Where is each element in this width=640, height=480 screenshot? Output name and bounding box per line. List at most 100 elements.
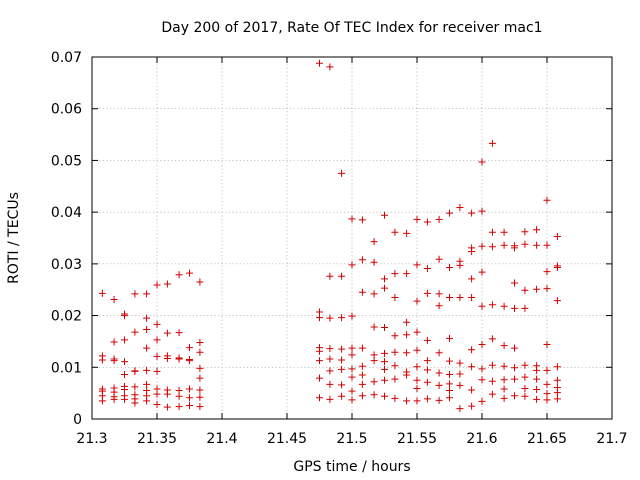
data-point <box>121 312 128 320</box>
data-point <box>413 328 421 336</box>
data-point <box>370 391 378 399</box>
data-point <box>316 394 323 402</box>
data-point <box>370 290 378 298</box>
data-point <box>348 215 356 223</box>
data-point <box>533 386 541 394</box>
data-point <box>488 390 496 398</box>
data-point <box>521 240 529 248</box>
data-point <box>553 376 561 384</box>
data-point <box>446 293 453 301</box>
data-point <box>391 270 399 278</box>
data-point <box>456 293 464 301</box>
data-point <box>543 366 551 374</box>
y-tick-labels: 0 0.01 0.02 0.03 0.04 0.05 0.06 0.07 <box>51 50 82 428</box>
data-point <box>186 357 193 365</box>
data-point <box>456 381 464 389</box>
data-point <box>403 397 411 405</box>
data-point <box>533 241 541 249</box>
data-point <box>500 376 508 384</box>
data-point <box>511 279 518 287</box>
data-point <box>175 355 183 363</box>
data-points <box>98 59 561 413</box>
data-point <box>413 384 421 392</box>
data-point <box>163 390 171 398</box>
data-point <box>175 329 183 337</box>
data-point <box>358 371 366 379</box>
data-point <box>468 293 476 301</box>
data-point <box>533 395 541 403</box>
data-point <box>163 403 171 411</box>
data-point <box>553 389 561 397</box>
data-point <box>478 242 486 250</box>
data-point <box>391 394 399 402</box>
data-point <box>153 367 161 375</box>
data-point <box>403 270 411 278</box>
data-point <box>423 357 431 365</box>
x-tick-label: 21.55 <box>397 431 437 447</box>
x-axis-label: GPS time / hours <box>293 459 410 475</box>
data-point <box>338 272 346 280</box>
x-tick-label: 21.45 <box>267 431 307 447</box>
data-point <box>488 377 496 385</box>
data-point <box>435 290 443 298</box>
data-point <box>370 323 378 331</box>
data-point <box>446 357 453 365</box>
data-point <box>413 397 421 405</box>
data-point <box>338 365 346 373</box>
data-point <box>533 226 541 234</box>
data-point <box>186 402 193 410</box>
x-tick-label: 21.35 <box>137 431 177 447</box>
data-point <box>381 284 388 292</box>
data-point <box>186 385 193 393</box>
data-point <box>358 380 366 388</box>
data-point <box>391 362 399 370</box>
data-point <box>468 386 476 394</box>
data-point <box>381 211 388 219</box>
data-point <box>143 314 151 322</box>
data-point <box>163 329 171 337</box>
data-point <box>196 386 204 394</box>
data-point <box>163 280 171 288</box>
data-point <box>358 392 366 400</box>
data-point <box>358 256 366 264</box>
chart-title: Day 200 of 2017, Rate Of TEC Index for r… <box>161 20 542 36</box>
data-point <box>435 302 443 310</box>
data-point <box>143 397 151 405</box>
x-tick-label: 21.7 <box>596 431 627 447</box>
data-point <box>391 332 399 340</box>
data-point <box>423 218 431 226</box>
y-tick-label: 0 <box>73 412 82 428</box>
y-tick-label: 0.01 <box>51 360 82 376</box>
data-point <box>403 371 411 379</box>
data-point <box>381 358 388 366</box>
data-point <box>413 215 421 223</box>
data-point <box>348 387 356 395</box>
data-point <box>316 347 323 355</box>
data-point <box>488 361 496 369</box>
data-point <box>488 243 496 251</box>
data-point <box>403 331 411 339</box>
data-point <box>478 365 486 373</box>
data-point <box>413 297 421 305</box>
data-point <box>413 346 421 354</box>
data-point <box>326 367 334 375</box>
data-point <box>163 354 171 362</box>
data-point <box>446 371 453 379</box>
data-point <box>196 348 204 356</box>
data-point <box>326 355 334 363</box>
data-point <box>316 357 323 365</box>
data-point <box>110 296 118 304</box>
data-point <box>456 405 464 413</box>
data-point <box>553 263 561 271</box>
data-point <box>316 59 323 67</box>
data-point <box>543 390 551 398</box>
grid-lines <box>92 57 612 419</box>
data-point <box>446 263 453 271</box>
x-tick-labels: 21.3 21.35 21.4 21.45 21.5 21.55 21.6 21.65 21.7 <box>76 431 627 447</box>
y-tick-label: 0.06 <box>51 102 82 118</box>
data-point <box>478 376 486 384</box>
data-point <box>468 275 476 283</box>
data-point <box>553 363 561 371</box>
data-point <box>533 285 541 293</box>
data-point <box>153 401 161 409</box>
